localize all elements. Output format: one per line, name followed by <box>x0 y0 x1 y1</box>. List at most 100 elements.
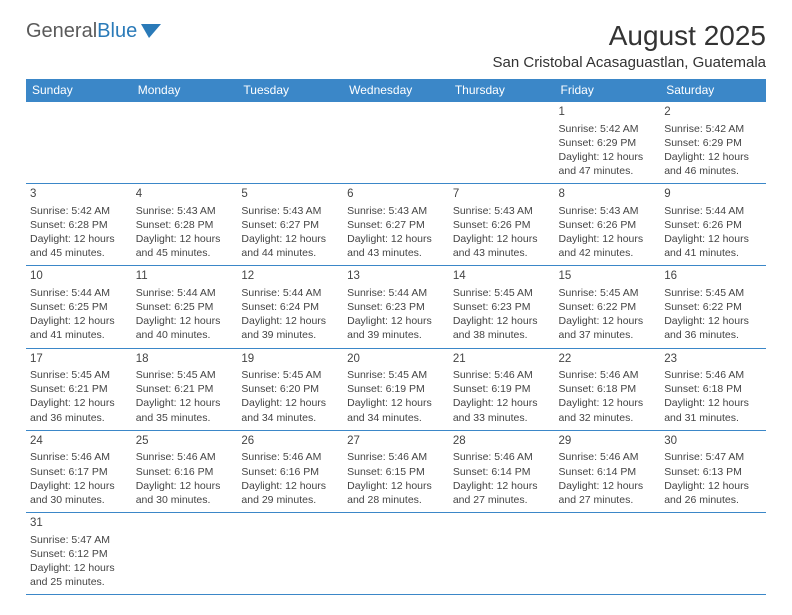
calendar-cell: 19Sunrise: 5:45 AMSunset: 6:20 PMDayligh… <box>237 348 343 430</box>
day-number: 31 <box>30 516 128 532</box>
daylight-text: Daylight: 12 hours and 27 minutes. <box>453 479 551 507</box>
daylight-text: Daylight: 12 hours and 46 minutes. <box>664 150 762 178</box>
sunrise-text: Sunrise: 5:46 AM <box>241 450 339 464</box>
daylight-text: Daylight: 12 hours and 36 minutes. <box>664 314 762 342</box>
day-number: 24 <box>30 434 128 450</box>
daylight-text: Daylight: 12 hours and 38 minutes. <box>453 314 551 342</box>
sunset-text: Sunset: 6:15 PM <box>347 465 445 479</box>
calendar-cell: 1Sunrise: 5:42 AMSunset: 6:29 PMDaylight… <box>555 102 661 184</box>
daylight-text: Daylight: 12 hours and 42 minutes. <box>559 232 657 260</box>
month-title: August 2025 <box>493 20 767 52</box>
daylight-text: Daylight: 12 hours and 31 minutes. <box>664 396 762 424</box>
calendar-cell: 13Sunrise: 5:44 AMSunset: 6:23 PMDayligh… <box>343 266 449 348</box>
daylight-text: Daylight: 12 hours and 27 minutes. <box>559 479 657 507</box>
day-number: 22 <box>559 352 657 368</box>
day-number: 3 <box>30 187 128 203</box>
sunset-text: Sunset: 6:26 PM <box>664 218 762 232</box>
calendar-cell: 24Sunrise: 5:46 AMSunset: 6:17 PMDayligh… <box>26 430 132 512</box>
daylight-text: Daylight: 12 hours and 28 minutes. <box>347 479 445 507</box>
day-number: 12 <box>241 269 339 285</box>
sunset-text: Sunset: 6:12 PM <box>30 547 128 561</box>
sunrise-text: Sunrise: 5:46 AM <box>30 450 128 464</box>
sunset-text: Sunset: 6:29 PM <box>664 136 762 150</box>
sunset-text: Sunset: 6:26 PM <box>559 218 657 232</box>
daylight-text: Daylight: 12 hours and 37 minutes. <box>559 314 657 342</box>
sunset-text: Sunset: 6:19 PM <box>347 382 445 396</box>
calendar-cell <box>132 513 238 595</box>
sunrise-text: Sunrise: 5:46 AM <box>136 450 234 464</box>
sunset-text: Sunset: 6:23 PM <box>453 300 551 314</box>
day-number: 16 <box>664 269 762 285</box>
calendar-cell: 30Sunrise: 5:47 AMSunset: 6:13 PMDayligh… <box>660 430 766 512</box>
calendar-cell: 16Sunrise: 5:45 AMSunset: 6:22 PMDayligh… <box>660 266 766 348</box>
daylight-text: Daylight: 12 hours and 39 minutes. <box>347 314 445 342</box>
calendar-cell: 14Sunrise: 5:45 AMSunset: 6:23 PMDayligh… <box>449 266 555 348</box>
sunrise-text: Sunrise: 5:43 AM <box>347 204 445 218</box>
sunset-text: Sunset: 6:16 PM <box>241 465 339 479</box>
sunset-text: Sunset: 6:17 PM <box>30 465 128 479</box>
day-number: 5 <box>241 187 339 203</box>
day-number: 17 <box>30 352 128 368</box>
col-saturday: Saturday <box>660 79 766 102</box>
flag-icon <box>141 21 161 35</box>
calendar-cell: 10Sunrise: 5:44 AMSunset: 6:25 PMDayligh… <box>26 266 132 348</box>
daylight-text: Daylight: 12 hours and 30 minutes. <box>30 479 128 507</box>
daylight-text: Daylight: 12 hours and 47 minutes. <box>559 150 657 178</box>
calendar-cell: 3Sunrise: 5:42 AMSunset: 6:28 PMDaylight… <box>26 184 132 266</box>
calendar-cell <box>343 513 449 595</box>
calendar-cell: 5Sunrise: 5:43 AMSunset: 6:27 PMDaylight… <box>237 184 343 266</box>
calendar-cell <box>555 513 661 595</box>
daylight-text: Daylight: 12 hours and 41 minutes. <box>664 232 762 260</box>
sunrise-text: Sunrise: 5:42 AM <box>30 204 128 218</box>
sunrise-text: Sunrise: 5:43 AM <box>453 204 551 218</box>
calendar-cell: 4Sunrise: 5:43 AMSunset: 6:28 PMDaylight… <box>132 184 238 266</box>
daylight-text: Daylight: 12 hours and 44 minutes. <box>241 232 339 260</box>
sunset-text: Sunset: 6:22 PM <box>559 300 657 314</box>
sunrise-text: Sunrise: 5:45 AM <box>559 286 657 300</box>
sunset-text: Sunset: 6:28 PM <box>136 218 234 232</box>
daylight-text: Daylight: 12 hours and 36 minutes. <box>30 396 128 424</box>
col-friday: Friday <box>555 79 661 102</box>
day-number: 20 <box>347 352 445 368</box>
sunset-text: Sunset: 6:24 PM <box>241 300 339 314</box>
col-tuesday: Tuesday <box>237 79 343 102</box>
day-number: 8 <box>559 187 657 203</box>
day-number: 19 <box>241 352 339 368</box>
sunrise-text: Sunrise: 5:46 AM <box>347 450 445 464</box>
calendar-table: Sunday Monday Tuesday Wednesday Thursday… <box>26 79 766 595</box>
header: GeneralBlue August 2025 San Cristobal Ac… <box>26 20 766 71</box>
col-wednesday: Wednesday <box>343 79 449 102</box>
sunset-text: Sunset: 6:22 PM <box>664 300 762 314</box>
col-thursday: Thursday <box>449 79 555 102</box>
calendar-body: 1Sunrise: 5:42 AMSunset: 6:29 PMDaylight… <box>26 102 766 595</box>
sunset-text: Sunset: 6:20 PM <box>241 382 339 396</box>
calendar-cell: 26Sunrise: 5:46 AMSunset: 6:16 PMDayligh… <box>237 430 343 512</box>
location: San Cristobal Acasaguastlan, Guatemala <box>493 54 767 71</box>
day-number: 4 <box>136 187 234 203</box>
sunrise-text: Sunrise: 5:43 AM <box>559 204 657 218</box>
day-number: 30 <box>664 434 762 450</box>
calendar-row: 1Sunrise: 5:42 AMSunset: 6:29 PMDaylight… <box>26 102 766 184</box>
calendar-row: 10Sunrise: 5:44 AMSunset: 6:25 PMDayligh… <box>26 266 766 348</box>
daylight-text: Daylight: 12 hours and 39 minutes. <box>241 314 339 342</box>
sunrise-text: Sunrise: 5:45 AM <box>347 368 445 382</box>
calendar-cell: 28Sunrise: 5:46 AMSunset: 6:14 PMDayligh… <box>449 430 555 512</box>
sunset-text: Sunset: 6:29 PM <box>559 136 657 150</box>
col-sunday: Sunday <box>26 79 132 102</box>
sunrise-text: Sunrise: 5:43 AM <box>136 204 234 218</box>
calendar-cell: 2Sunrise: 5:42 AMSunset: 6:29 PMDaylight… <box>660 102 766 184</box>
sunset-text: Sunset: 6:18 PM <box>664 382 762 396</box>
calendar-cell: 8Sunrise: 5:43 AMSunset: 6:26 PMDaylight… <box>555 184 661 266</box>
sunset-text: Sunset: 6:28 PM <box>30 218 128 232</box>
daylight-text: Daylight: 12 hours and 30 minutes. <box>136 479 234 507</box>
daylight-text: Daylight: 12 hours and 43 minutes. <box>347 232 445 260</box>
day-number: 6 <box>347 187 445 203</box>
calendar-cell <box>237 102 343 184</box>
day-number: 29 <box>559 434 657 450</box>
day-number: 14 <box>453 269 551 285</box>
daylight-text: Daylight: 12 hours and 43 minutes. <box>453 232 551 260</box>
calendar-cell: 7Sunrise: 5:43 AMSunset: 6:26 PMDaylight… <box>449 184 555 266</box>
calendar-cell: 20Sunrise: 5:45 AMSunset: 6:19 PMDayligh… <box>343 348 449 430</box>
day-number: 26 <box>241 434 339 450</box>
day-number: 27 <box>347 434 445 450</box>
